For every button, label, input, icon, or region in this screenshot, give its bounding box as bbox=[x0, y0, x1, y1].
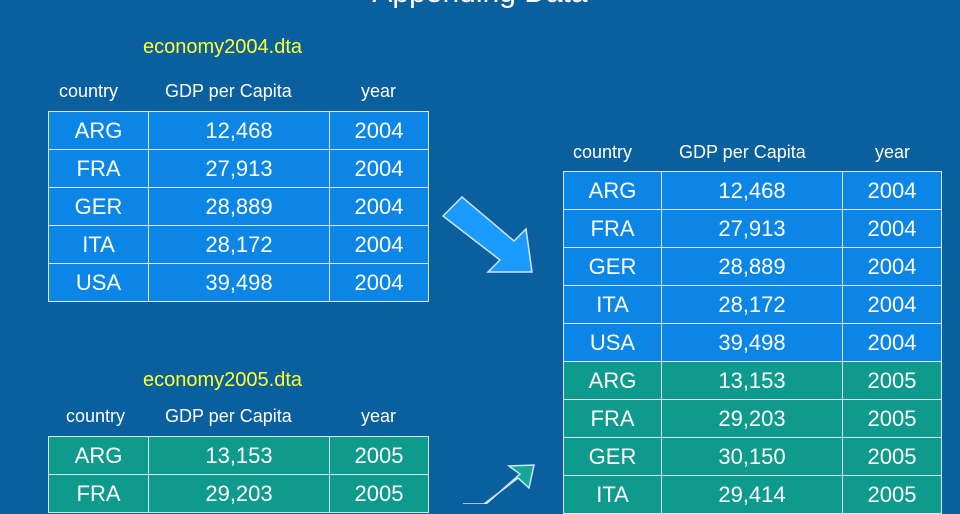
cell-gdp: 39,498 bbox=[148, 263, 330, 302]
cell-gdp: 29,203 bbox=[661, 399, 843, 438]
table-combined: ARG 12,468 2004 FRA 27,913 2004 GER 28,889 2004 I… bbox=[563, 171, 942, 514]
cell-gdp: 12,468 bbox=[148, 111, 330, 150]
cell-year: 2004 bbox=[842, 171, 942, 210]
cell-year: 2004 bbox=[842, 209, 942, 248]
header-country-2005: country bbox=[66, 406, 126, 426]
cell-country: ARG bbox=[48, 111, 149, 150]
arrow-right-down-icon bbox=[441, 195, 533, 273]
cell-country: ARG bbox=[563, 361, 662, 400]
cell-year: 2004 bbox=[842, 323, 942, 362]
cell-gdp: 28,889 bbox=[661, 247, 843, 286]
header-year-2005: year bbox=[361, 406, 397, 426]
table-row: ITA 28,172 2004 bbox=[563, 285, 942, 324]
table-row: GER 30,150 2005 bbox=[563, 437, 942, 476]
cell-gdp: 28,889 bbox=[148, 187, 330, 226]
filename-2004: economy2004.dta bbox=[143, 36, 303, 58]
cell-gdp: 39,498 bbox=[661, 323, 843, 362]
cell-year: 2004 bbox=[329, 111, 429, 150]
cell-year: 2004 bbox=[329, 187, 429, 226]
header-country-2004: country bbox=[59, 81, 119, 101]
header-country-combined: country bbox=[573, 142, 633, 162]
table-row: FRA 27,913 2004 bbox=[48, 149, 429, 188]
header-year-2004: year bbox=[361, 81, 397, 101]
cell-year: 2004 bbox=[329, 149, 429, 188]
cell-gdp: 30,150 bbox=[661, 437, 843, 476]
header-year-combined: year bbox=[875, 142, 911, 162]
cell-gdp: 27,913 bbox=[148, 149, 330, 188]
cell-country: GER bbox=[563, 437, 662, 476]
cell-country: ITA bbox=[563, 285, 662, 324]
cell-country: FRA bbox=[563, 209, 662, 248]
table-row: FRA 29,203 2005 bbox=[563, 399, 942, 438]
cell-country: GER bbox=[563, 247, 662, 286]
arrow-right-up-icon bbox=[463, 464, 535, 504]
cell-country: USA bbox=[563, 323, 662, 362]
table-row: USA 39,498 2004 bbox=[563, 323, 942, 362]
table-row: GER 28,889 2004 bbox=[48, 187, 429, 226]
header-gdp-combined: GDP per Capita bbox=[679, 142, 806, 162]
cell-country: ITA bbox=[48, 225, 149, 264]
page-title: Appending Data bbox=[0, 0, 960, 10]
cell-year: 2005 bbox=[842, 437, 942, 476]
cell-country: ARG bbox=[563, 171, 662, 210]
header-gdp-2005: GDP per Capita bbox=[165, 406, 292, 426]
cell-gdp: 28,172 bbox=[148, 225, 330, 264]
cell-year: 2005 bbox=[842, 399, 942, 438]
cell-country: FRA bbox=[563, 399, 662, 438]
header-gdp-2004: GDP per Capita bbox=[165, 81, 292, 101]
table-row: ARG 12,468 2004 bbox=[48, 111, 429, 150]
cell-gdp: 13,153 bbox=[148, 436, 330, 475]
cell-year: 2004 bbox=[842, 285, 942, 324]
table-row: ARG 13,153 2005 bbox=[48, 436, 429, 475]
cell-gdp: 12,468 bbox=[661, 171, 843, 210]
cell-country: GER bbox=[48, 187, 149, 226]
cell-year: 2005 bbox=[842, 361, 942, 400]
cell-country: ARG bbox=[48, 436, 149, 475]
cell-country: FRA bbox=[48, 149, 149, 188]
cell-year: 2004 bbox=[329, 263, 429, 302]
filename-2005: economy2005.dta bbox=[143, 369, 303, 391]
cell-country: USA bbox=[48, 263, 149, 302]
cell-year: 2004 bbox=[329, 225, 429, 264]
table-row: ITA 28,172 2004 bbox=[48, 225, 429, 264]
table-row: ARG 12,468 2004 bbox=[563, 171, 942, 210]
cell-year: 2005 bbox=[329, 436, 429, 475]
table-2004: ARG 12,468 2004 FRA 27,913 2004 GER 28,889 2004 I… bbox=[48, 111, 429, 302]
table-row: USA 39,498 2004 bbox=[48, 263, 429, 302]
